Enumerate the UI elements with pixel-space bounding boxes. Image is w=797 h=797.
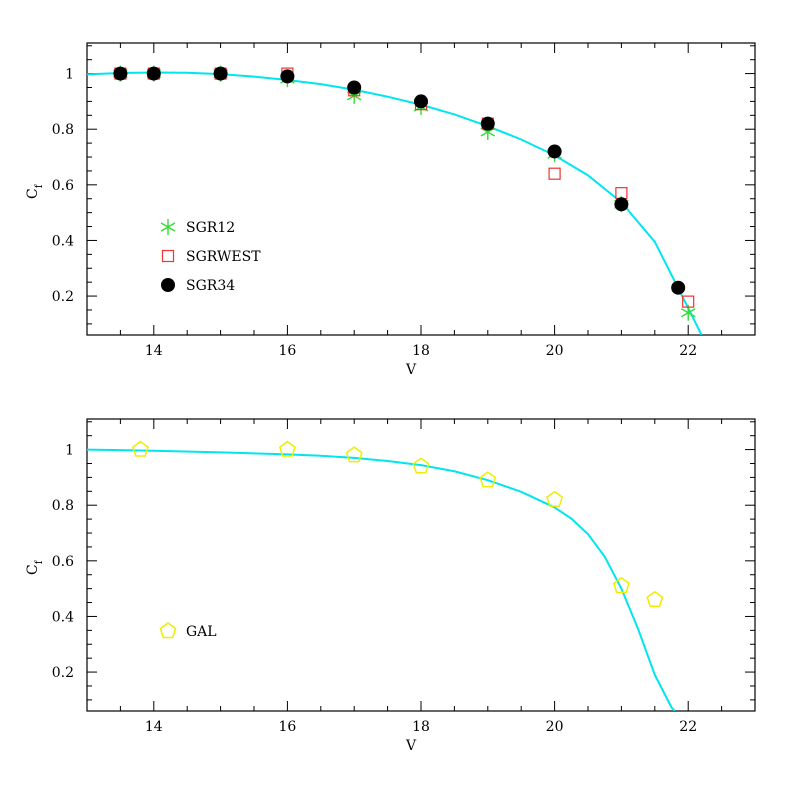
data-point-gal [646, 590, 664, 607]
data-point-sgrwest [682, 295, 695, 308]
y-tick-label: 0.4 [52, 233, 74, 249]
y-axis-label: Cf [25, 559, 45, 575]
data-point-sgr34 [547, 144, 562, 159]
x-tick-label: 20 [546, 343, 564, 359]
legend-label-sgr12: SGR12 [186, 220, 235, 236]
data-point-gal [479, 471, 497, 488]
x-axis-label: V [405, 362, 417, 378]
x-axis-label: V [405, 738, 417, 754]
data-point-sgr34 [213, 66, 228, 81]
x-tick-label: 22 [679, 719, 697, 735]
y-tick-label: 0.6 [52, 178, 74, 194]
legend-marker-sgr34 [161, 278, 175, 292]
y-tick-label: 0.2 [52, 289, 74, 305]
y-tick-label: 0.2 [52, 665, 74, 681]
fit-curve [87, 448, 676, 711]
data-point-sgr34 [480, 116, 495, 131]
data-point-gal [612, 576, 630, 594]
data-point-sgr34 [113, 66, 128, 81]
x-tick-label: 18 [412, 343, 430, 359]
x-tick-label: 18 [412, 719, 430, 735]
data-point-sgrwest [548, 167, 561, 180]
x-tick-label: 20 [546, 719, 564, 735]
y-tick-label: 1 [65, 443, 74, 459]
legend-marker-gal [159, 622, 177, 639]
legend-label-gal: GAL [186, 624, 217, 640]
data-point-gal [278, 440, 296, 457]
data-point-gal [131, 440, 149, 457]
x-tick-label: 14 [145, 719, 163, 735]
y-tick-label: 0.6 [52, 554, 74, 570]
y-axis-label-subscript: f [34, 559, 45, 564]
data-point-gal [412, 457, 430, 474]
x-tick-label: 16 [278, 343, 296, 359]
legend-marker-sgr12 [160, 219, 176, 235]
fit-curve [87, 71, 703, 335]
data-point-sgr34 [280, 69, 295, 84]
legend-label-sgrwest: SGRWEST [186, 249, 261, 265]
plot-frame [86, 418, 756, 712]
data-point-sgr34 [347, 80, 362, 95]
x-tick-label: 14 [145, 343, 163, 359]
x-tick-label: 16 [278, 719, 296, 735]
data-point-gal [546, 490, 564, 507]
data-point-sgr34 [146, 66, 161, 81]
top-panel: 14 16 18 20 22 0.2 0.4 0.6 0.8 1 V Cf SGR12 SGRWEST SG… [25, 42, 756, 378]
y-tick-label: 0.8 [52, 498, 74, 514]
data-point-sgr34 [614, 197, 629, 212]
y-tick-label: 0.4 [52, 609, 74, 625]
y-axis-label-subscript: f [34, 183, 45, 188]
legend-label-sgr34: SGR34 [186, 278, 235, 294]
y-tick-label: 1 [65, 67, 74, 83]
legend-marker-sgrwest [161, 249, 175, 263]
y-axis-label: Cf [25, 183, 45, 199]
bottom-panel: 14 16 18 20 22 0.2 0.4 0.6 0.8 1 V Cf GAL [25, 418, 756, 754]
y-tick-label: 0.8 [52, 122, 74, 138]
x-tick-label: 22 [679, 343, 697, 359]
data-point-sgr34 [671, 280, 686, 295]
data-point-gal [345, 446, 363, 463]
data-point-sgr34 [414, 94, 428, 109]
